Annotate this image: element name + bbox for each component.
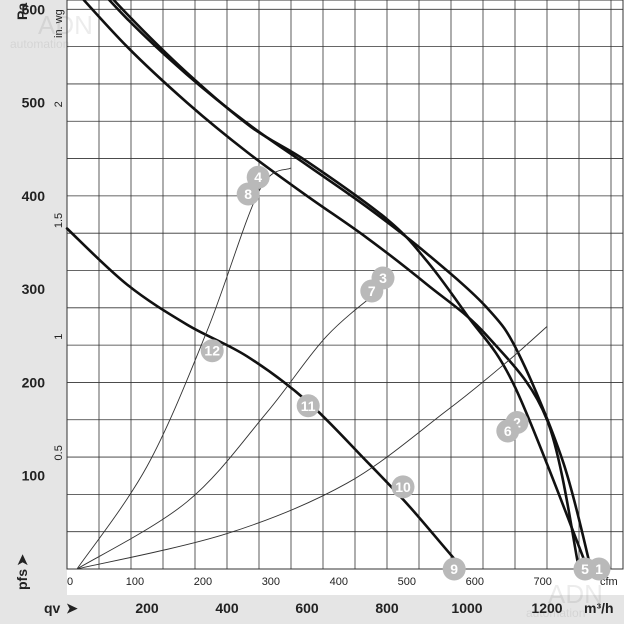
operating-point-circle bbox=[573, 557, 597, 581]
operating-point-marker: 4 bbox=[246, 165, 270, 189]
x-tick-cfm: 400 bbox=[330, 576, 348, 588]
x-tick-m3h: 800 bbox=[375, 600, 399, 616]
operating-point-label: 12 bbox=[204, 343, 220, 359]
y-axis-label-in-wg: in. wg bbox=[53, 9, 65, 38]
y-tick-pa: 600 bbox=[22, 1, 46, 17]
operating-point-label: 11 bbox=[301, 398, 316, 414]
y-axis-label-pa: Pa bbox=[14, 3, 30, 20]
operating-point-circle bbox=[200, 339, 224, 363]
y-tick-pa: 500 bbox=[22, 95, 46, 111]
operating-point-label: 8 bbox=[244, 186, 252, 202]
operating-point-circle bbox=[360, 279, 384, 303]
x-tick-m3h: 400 bbox=[215, 600, 239, 616]
operating-point-label: 1 bbox=[595, 561, 603, 577]
x-tick-cfm: 200 bbox=[194, 576, 212, 588]
x-axis-label-qv: qv bbox=[44, 600, 61, 616]
operating-point-label: 2 bbox=[513, 415, 521, 431]
x-tick-cfm: 700 bbox=[534, 576, 552, 588]
ticks: 1002003004005006000.511.522.520040060080… bbox=[22, 1, 563, 616]
operating-point-marker: 8 bbox=[236, 182, 260, 206]
operating-point-label: 10 bbox=[395, 479, 411, 495]
y-tick-in-wg: 1.5 bbox=[53, 213, 65, 228]
x-tick-m3h: 200 bbox=[135, 600, 159, 616]
watermark-bottom-automation: automation bbox=[526, 606, 585, 620]
x-tick-m3h: 1200 bbox=[531, 600, 562, 616]
grid bbox=[67, 0, 623, 569]
x-tick-cfm: 500 bbox=[398, 576, 416, 588]
operating-point-circle bbox=[496, 419, 520, 443]
left-axis-band bbox=[0, 0, 67, 624]
operating-point-label: 9 bbox=[450, 561, 458, 577]
operating-point-circle bbox=[442, 557, 466, 581]
performance-curve bbox=[65, 227, 465, 571]
y-corner-label-pfs: pfs bbox=[14, 569, 30, 590]
operating-point-circle bbox=[246, 165, 270, 189]
operating-point-circle bbox=[236, 182, 260, 206]
operating-point-marker: 9 bbox=[442, 557, 466, 581]
x-axis-unit-m3h: m³/h bbox=[584, 600, 614, 616]
y-tick-in-wg: 2 bbox=[53, 101, 65, 107]
x-tick-cfm: 0 bbox=[67, 576, 73, 588]
y-tick-pa: 200 bbox=[22, 374, 46, 390]
watermark-top-ADN: ADN bbox=[38, 10, 93, 40]
operating-point-marker: 10 bbox=[391, 475, 415, 499]
performance-curve bbox=[111, 0, 589, 569]
plot-frame bbox=[66, 0, 624, 570]
operating-point-marker: 12 bbox=[200, 339, 224, 363]
operating-point-marker: 7 bbox=[360, 279, 384, 303]
performance-curve bbox=[82, 0, 581, 571]
operating-point-label: 6 bbox=[504, 423, 512, 439]
y-corner-arrow: ➤ bbox=[14, 554, 30, 566]
x-tick-m3h: 600 bbox=[295, 600, 319, 616]
x-tick-cfm: 300 bbox=[262, 576, 280, 588]
y-tick-in-wg: 1 bbox=[53, 334, 65, 340]
x-tick-cfm: 600 bbox=[466, 576, 484, 588]
performance-curve bbox=[107, 0, 593, 571]
operating-point-label: 4 bbox=[254, 169, 262, 185]
bottom-axis-band bbox=[0, 595, 624, 624]
y-tick-in-wg: 0.5 bbox=[53, 445, 65, 460]
operating-point-label: 5 bbox=[581, 561, 589, 577]
system-curve bbox=[76, 326, 548, 570]
operating-point-marker: 11 bbox=[296, 394, 320, 418]
operating-point-label: 3 bbox=[379, 270, 387, 286]
watermark-top-automation: automation bbox=[10, 37, 69, 51]
y-tick-pa: 400 bbox=[22, 188, 46, 204]
watermark-bottom-ADN: ADN bbox=[548, 579, 603, 609]
x-tick-cfm: 100 bbox=[126, 576, 144, 588]
curves bbox=[65, 0, 593, 571]
system-curve bbox=[76, 284, 388, 570]
operating-point-circle bbox=[296, 394, 320, 418]
operating-point-marker: 6 bbox=[496, 419, 520, 443]
operating-point-marker: 5 bbox=[573, 557, 597, 581]
watermarks: ADN automation ADN automation bbox=[10, 10, 603, 620]
y-tick-pa: 100 bbox=[22, 468, 46, 484]
x-axis-arrow: ➤ bbox=[66, 600, 78, 616]
x-tick-m3h: 1000 bbox=[451, 600, 482, 616]
y-tick-pa: 300 bbox=[22, 281, 46, 297]
operating-point-circle bbox=[391, 475, 415, 499]
operating-point-label: 7 bbox=[368, 283, 376, 299]
